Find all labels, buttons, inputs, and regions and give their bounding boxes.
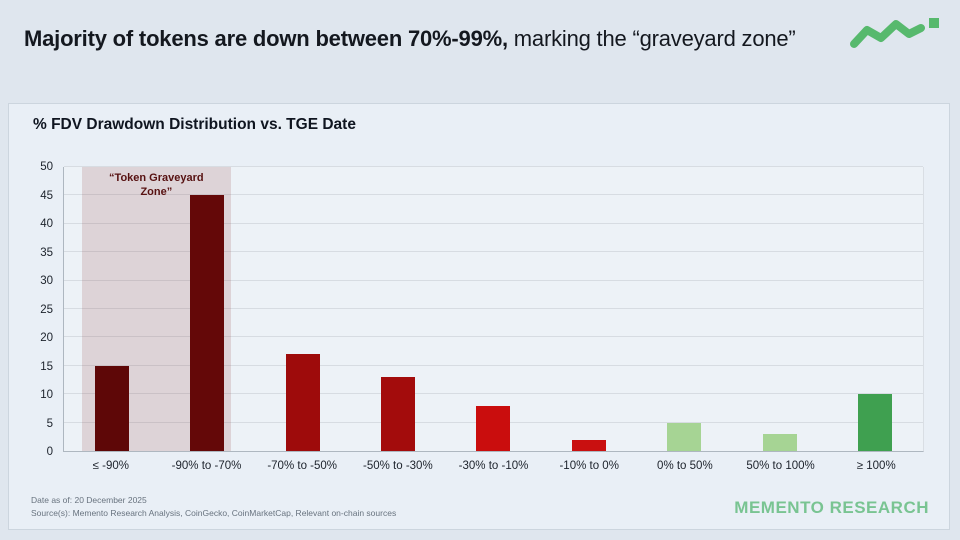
gridline: [64, 194, 923, 196]
y-tick-label: 15: [40, 360, 53, 373]
x-tick-label: ≤ -90%: [92, 460, 130, 472]
bar-slot: [446, 167, 541, 451]
gridline: [64, 222, 923, 224]
bars: [64, 167, 923, 451]
chart-title: % FDV Drawdown Distribution vs. TGE Date: [33, 116, 356, 133]
bar-slot: [255, 167, 350, 451]
gridline: [64, 279, 923, 281]
y-axis-labels: 0 5 10 15 20 25 30 35 40 45 50: [17, 161, 57, 458]
bar: [190, 195, 225, 451]
gridline: [64, 393, 923, 395]
date-as-of: Date as of: 20 December 2025: [31, 494, 147, 505]
x-tick-label: -70% to -50%: [267, 460, 338, 472]
x-tick-label: -10% to 0%: [559, 460, 619, 472]
y-tick-label: 50: [40, 161, 53, 173]
bar-slot: [732, 167, 827, 451]
gridline: [64, 251, 923, 253]
gridline: [64, 364, 923, 366]
x-tick-label: 0% to 50%: [657, 460, 713, 472]
y-tick-label: 10: [40, 389, 53, 401]
chart-panel: % FDV Drawdown Distribution vs. TGE Date…: [8, 103, 950, 530]
bar: [571, 439, 606, 451]
x-tick-label: -90% to -70%: [171, 460, 242, 472]
bar: [94, 365, 129, 451]
bar: [667, 422, 702, 451]
bar: [285, 354, 320, 451]
bar-slot: [64, 167, 159, 451]
plot-area: “Token Graveyard Zone”: [63, 166, 924, 452]
x-tick-label: -50% to -30%: [363, 460, 433, 472]
gridline: [64, 336, 923, 338]
brand-wordmark: MEMENTO RESEARCH: [734, 498, 929, 517]
bar-slot: [637, 167, 732, 451]
memento-zigzag-logo-icon: [850, 18, 939, 48]
bar: [762, 433, 797, 451]
y-tick-label: 35: [40, 246, 53, 259]
slide-title: Majority of tokens are down between 70%-…: [24, 24, 838, 53]
bar-slot: [828, 167, 923, 451]
slide-title-emphasis: Majority of tokens are down between 70%-…: [24, 26, 508, 51]
y-tick-label: 40: [40, 218, 53, 230]
y-tick-label: 45: [40, 189, 53, 202]
x-tick-label: 50% to 100%: [746, 460, 815, 472]
y-tick-label: 5: [46, 417, 53, 430]
bar: [381, 377, 416, 451]
y-tick-label: 25: [40, 303, 53, 316]
footnotes: Date as of: 20 December 2025 Source(s): …: [31, 494, 396, 520]
y-tick-label: 0: [46, 446, 53, 458]
gridline: [64, 166, 923, 167]
bar-slot: [159, 167, 254, 451]
slide-title-rest: marking the “graveyard zone”: [507, 26, 796, 51]
bar: [858, 394, 893, 451]
bar: [476, 405, 511, 451]
y-tick-label: 20: [40, 332, 53, 344]
x-tick-label: ≥ 100%: [856, 460, 896, 472]
x-tick-label: -30% to -10%: [458, 460, 529, 472]
x-axis-labels: ≤ -90% -90% to -70% -70% to -50% -50% to -3…: [63, 460, 924, 472]
y-tick-label: 30: [40, 275, 53, 287]
gridline: [64, 308, 923, 309]
bar-slot: [350, 167, 445, 451]
bar-slot: [541, 167, 636, 451]
graveyard-zone-label: “Token Graveyard Zone”: [109, 172, 204, 198]
sources: Source(s): Memento Research Analysis, Co…: [31, 507, 397, 518]
